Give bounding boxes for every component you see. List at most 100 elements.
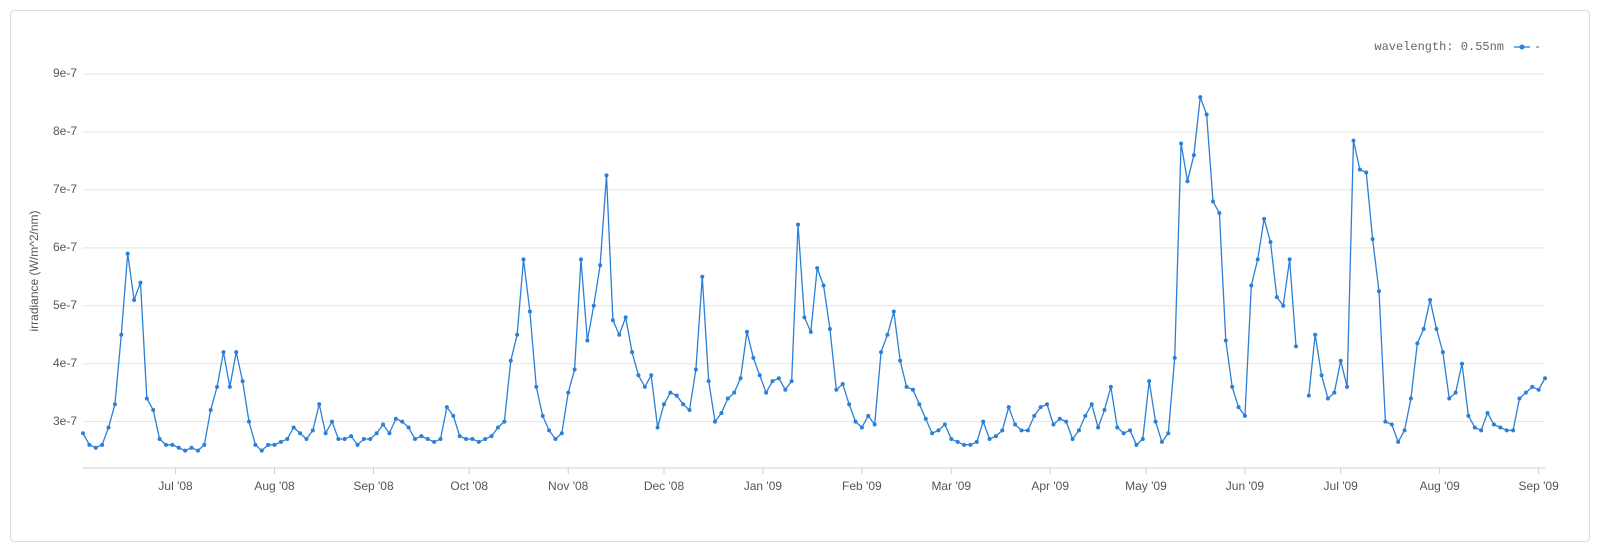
point: [668, 390, 673, 395]
point: [866, 413, 871, 418]
point: [885, 332, 890, 337]
series-line: [82, 96, 1546, 452]
point: [1249, 283, 1254, 288]
point: [789, 379, 794, 384]
point: [291, 425, 296, 430]
point: [1089, 402, 1094, 407]
point: [566, 390, 571, 395]
point: [132, 297, 137, 302]
point: [1377, 289, 1382, 294]
point: [259, 448, 264, 453]
point: [1115, 425, 1120, 430]
point: [1217, 211, 1222, 216]
point: [802, 315, 807, 320]
point: [189, 445, 194, 450]
point: [674, 393, 679, 398]
point: [1204, 112, 1209, 117]
point: [655, 425, 660, 430]
point: [215, 384, 220, 389]
x-tick-label: Sep '08: [353, 479, 394, 493]
legend-label: -: [1534, 40, 1541, 54]
point: [138, 280, 143, 285]
point: [732, 390, 737, 395]
point: [1262, 216, 1267, 221]
point: [559, 431, 564, 436]
point: [987, 437, 992, 442]
point: [681, 402, 686, 407]
point: [508, 358, 513, 363]
point: [1166, 431, 1171, 436]
point: [476, 439, 481, 444]
point: [1364, 170, 1369, 175]
point: [1179, 141, 1184, 146]
point: [1076, 428, 1081, 433]
y-tick-label: 5e-7: [53, 298, 77, 312]
point: [157, 437, 162, 442]
point: [879, 350, 884, 355]
point: [968, 442, 973, 447]
x-tick-label: Jul '08: [158, 479, 193, 493]
point: [1345, 384, 1350, 389]
point: [649, 373, 654, 378]
point: [623, 315, 628, 320]
point: [1140, 437, 1145, 442]
point: [125, 251, 130, 256]
x-tick-label: Aug '08: [254, 479, 295, 493]
point: [278, 439, 283, 444]
point: [853, 419, 858, 424]
point: [425, 437, 430, 442]
point: [1147, 379, 1152, 384]
point: [266, 442, 271, 447]
point: [949, 437, 954, 442]
point: [872, 422, 877, 427]
point: [923, 416, 928, 421]
point: [738, 376, 743, 381]
point: [617, 332, 622, 337]
point: [1134, 442, 1139, 447]
point: [317, 402, 322, 407]
point: [444, 405, 449, 410]
point: [1013, 422, 1018, 427]
point: [725, 396, 730, 401]
point: [1440, 350, 1445, 355]
point: [834, 387, 839, 392]
point: [1511, 428, 1516, 433]
point: [1338, 358, 1343, 363]
point: [112, 402, 117, 407]
point: [457, 434, 462, 439]
point: [955, 439, 960, 444]
point: [1523, 390, 1528, 395]
point: [81, 431, 85, 436]
point: [1485, 410, 1490, 415]
point: [342, 437, 347, 442]
point: [1045, 402, 1050, 407]
point: [1000, 428, 1005, 433]
point: [87, 442, 92, 447]
point: [847, 402, 852, 407]
x-tick-label: May '09: [1125, 479, 1167, 493]
point: [598, 263, 603, 268]
point: [770, 379, 775, 384]
point: [355, 442, 360, 447]
point: [859, 425, 864, 430]
point: [585, 338, 590, 343]
point: [1530, 384, 1535, 389]
point: [406, 425, 411, 430]
x-tick-label: Dec '08: [644, 479, 685, 493]
point: [591, 303, 596, 308]
point: [993, 434, 998, 439]
point: [253, 442, 258, 447]
point: [1185, 179, 1190, 184]
point: [661, 402, 666, 407]
point: [1236, 405, 1241, 410]
point: [1102, 408, 1107, 413]
point: [936, 428, 941, 433]
point: [1268, 240, 1273, 245]
point: [1070, 437, 1075, 442]
point: [578, 257, 583, 262]
point: [796, 222, 801, 227]
y-tick-label: 6e-7: [53, 240, 77, 254]
point: [1396, 439, 1401, 444]
point: [464, 437, 469, 442]
point: [1191, 153, 1196, 158]
